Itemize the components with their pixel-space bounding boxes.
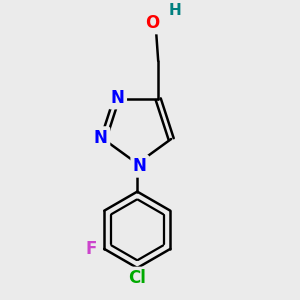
Text: N: N xyxy=(111,89,124,107)
Text: N: N xyxy=(133,157,147,175)
Text: O: O xyxy=(145,14,159,32)
Text: F: F xyxy=(86,240,97,258)
Text: H: H xyxy=(168,3,181,18)
Text: N: N xyxy=(94,129,108,147)
Text: Cl: Cl xyxy=(128,269,146,287)
